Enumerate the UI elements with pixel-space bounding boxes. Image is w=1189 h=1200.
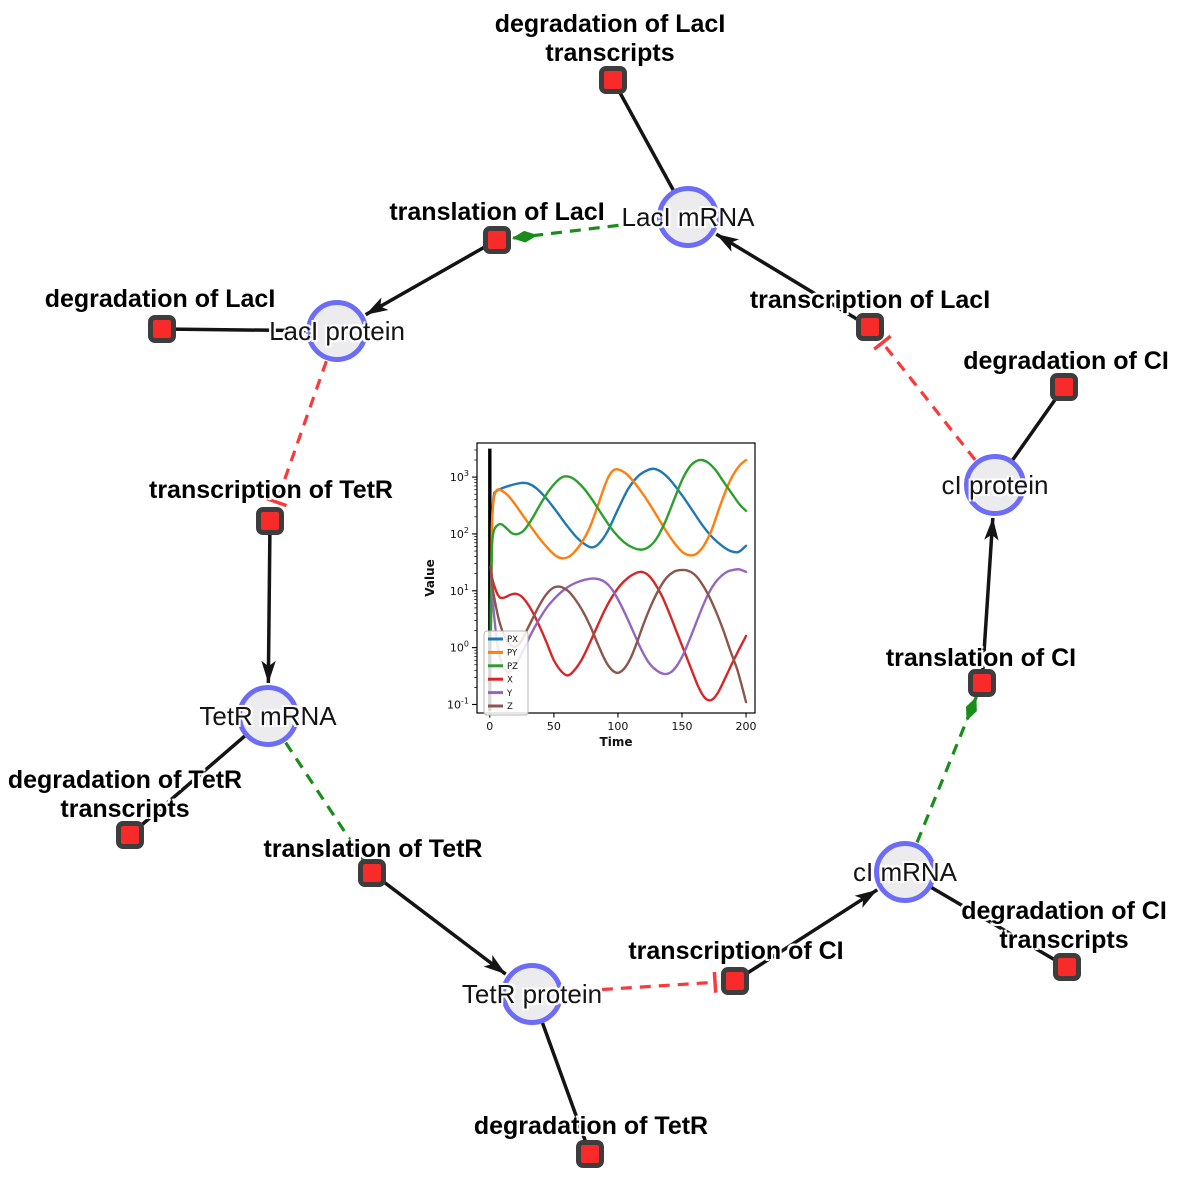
x-tick-label: 0 xyxy=(486,720,493,733)
reaction-label-transcription-of-laci: transcription of LacI xyxy=(749,285,991,314)
reaction-label-translation-of-tetr: translation of TetR xyxy=(263,834,483,863)
reaction-label-transcription-of-tetr: transcription of TetR xyxy=(149,475,393,504)
reaction-label-degradation-of-ci-transcripts: degradation of CI transcripts xyxy=(961,897,1167,954)
edge-inhibition-ci_protein-to-transcription_laci xyxy=(873,334,977,461)
edge-inhibition-laci_protein-to-transcription_tetr xyxy=(266,360,328,508)
reaction-label-transcription-of-ci: transcription of CI xyxy=(628,936,844,965)
species-label-laci-protein: LacI protein xyxy=(269,316,405,346)
reaction-node-translation-of-laci xyxy=(483,226,511,254)
species-node-laci-protein xyxy=(306,300,368,362)
legend-label-Z: Z xyxy=(507,702,513,712)
species-label-ci-mrna: cI mRNA xyxy=(853,857,957,887)
legend-label-PX: PX xyxy=(507,635,518,645)
edge-consumption-ci_mrna-to-deg_ci_transcripts xyxy=(904,870,1068,969)
edge-modifier-laci_mrna-to-translation_laci xyxy=(511,219,657,243)
reaction-node-transcription-of-ci xyxy=(721,967,749,995)
legend-label-PY: PY xyxy=(507,649,518,659)
edge-production-translation_laci-to-laci_protein xyxy=(364,238,498,317)
y-tick-label: 10-1 xyxy=(447,696,469,711)
species-node-laci-mrna xyxy=(657,186,719,248)
reaction-label-translation-of-ci: translation of CI xyxy=(885,643,1077,672)
species-label-laci-mrna: LacI mRNA xyxy=(621,202,755,232)
x-axis-label: Time xyxy=(600,735,633,749)
y-axis-label: Value xyxy=(423,559,437,597)
legend: PX PY PZ XYZ xyxy=(483,630,529,716)
edge-production-translation_tetr-to-tetr_protein xyxy=(370,871,507,976)
reaction-label-degradation-of-laci-transcripts: degradation of LacI transcripts xyxy=(494,10,726,67)
edge-production-transcription_ci-to-ci_mrna xyxy=(734,888,879,983)
legend-label-X: X xyxy=(507,675,513,685)
reaction-node-transcription-of-tetr xyxy=(256,507,284,535)
x-tick-label: 100 xyxy=(607,720,628,733)
reaction-node-degradation-of-laci-transcripts xyxy=(599,66,627,94)
reaction-node-degradation-of-tetr xyxy=(576,1140,604,1168)
series-line-PY xyxy=(489,458,748,632)
x-tick-label: 200 xyxy=(736,720,757,733)
series-line-PZ xyxy=(489,458,748,632)
y-tick-label: 103 xyxy=(450,469,469,484)
legend-label-Y: Y xyxy=(506,689,513,699)
reaction-node-transcription-of-laci xyxy=(856,313,884,341)
edge-production-transcription_laci-to-laci_mrna xyxy=(715,232,871,329)
reaction-label-degradation-of-ci: degradation of CI xyxy=(963,346,1169,375)
x-tick-label: 150 xyxy=(671,720,692,733)
reaction-node-degradation-of-laci xyxy=(148,315,176,343)
series-line-PX xyxy=(489,467,748,632)
reaction-label-degradation-of-tetr-transcripts: degradation of TetR transcripts xyxy=(7,766,243,823)
species-node-tetr-protein xyxy=(501,963,563,1025)
reaction-node-translation-of-tetr xyxy=(358,859,386,887)
legend-label-PZ: PZ xyxy=(507,662,518,672)
edge-production-transcription_tetr-to-tetr_mrna xyxy=(261,520,276,684)
reaction-label-degradation-of-tetr: degradation of TetR xyxy=(473,1111,709,1140)
edge-production-translation_ci-to-ci_protein xyxy=(980,517,999,684)
species-label-tetr-mrna: TetR mRNA xyxy=(199,701,337,731)
reaction-label-degradation-of-laci: degradation of LacI xyxy=(44,284,276,313)
reaction-label-translation-of-laci: translation of LacI xyxy=(389,197,605,226)
species-node-ci-protein xyxy=(964,454,1026,516)
species-label-tetr-protein: TetR protein xyxy=(461,979,603,1009)
edge-modifier-ci_mrna-to-translation_ci xyxy=(915,696,978,843)
edge-modifier-tetr_mrna-to-translation_tetr xyxy=(284,741,366,862)
edge-inhibition-tetr_protein-to-transcription_ci xyxy=(563,971,718,994)
reaction-node-degradation-of-tetr-transcripts xyxy=(116,821,144,849)
reaction-node-degradation-of-ci-transcripts xyxy=(1053,953,1081,981)
species-label-ci-protein: cI protein xyxy=(941,470,1049,500)
species-node-tetr-mrna xyxy=(237,685,299,747)
series-line-X xyxy=(489,565,748,702)
species-node-ci-mrna xyxy=(874,841,936,903)
y-tick-label: 102 xyxy=(450,526,469,541)
y-tick-label: 101 xyxy=(450,583,469,598)
y-tick-label: 100 xyxy=(450,640,469,655)
legend-box xyxy=(483,630,529,716)
reaction-node-degradation-of-ci xyxy=(1050,373,1078,401)
reaction-node-translation-of-ci xyxy=(968,669,996,697)
x-tick-label: 50 xyxy=(547,720,561,733)
